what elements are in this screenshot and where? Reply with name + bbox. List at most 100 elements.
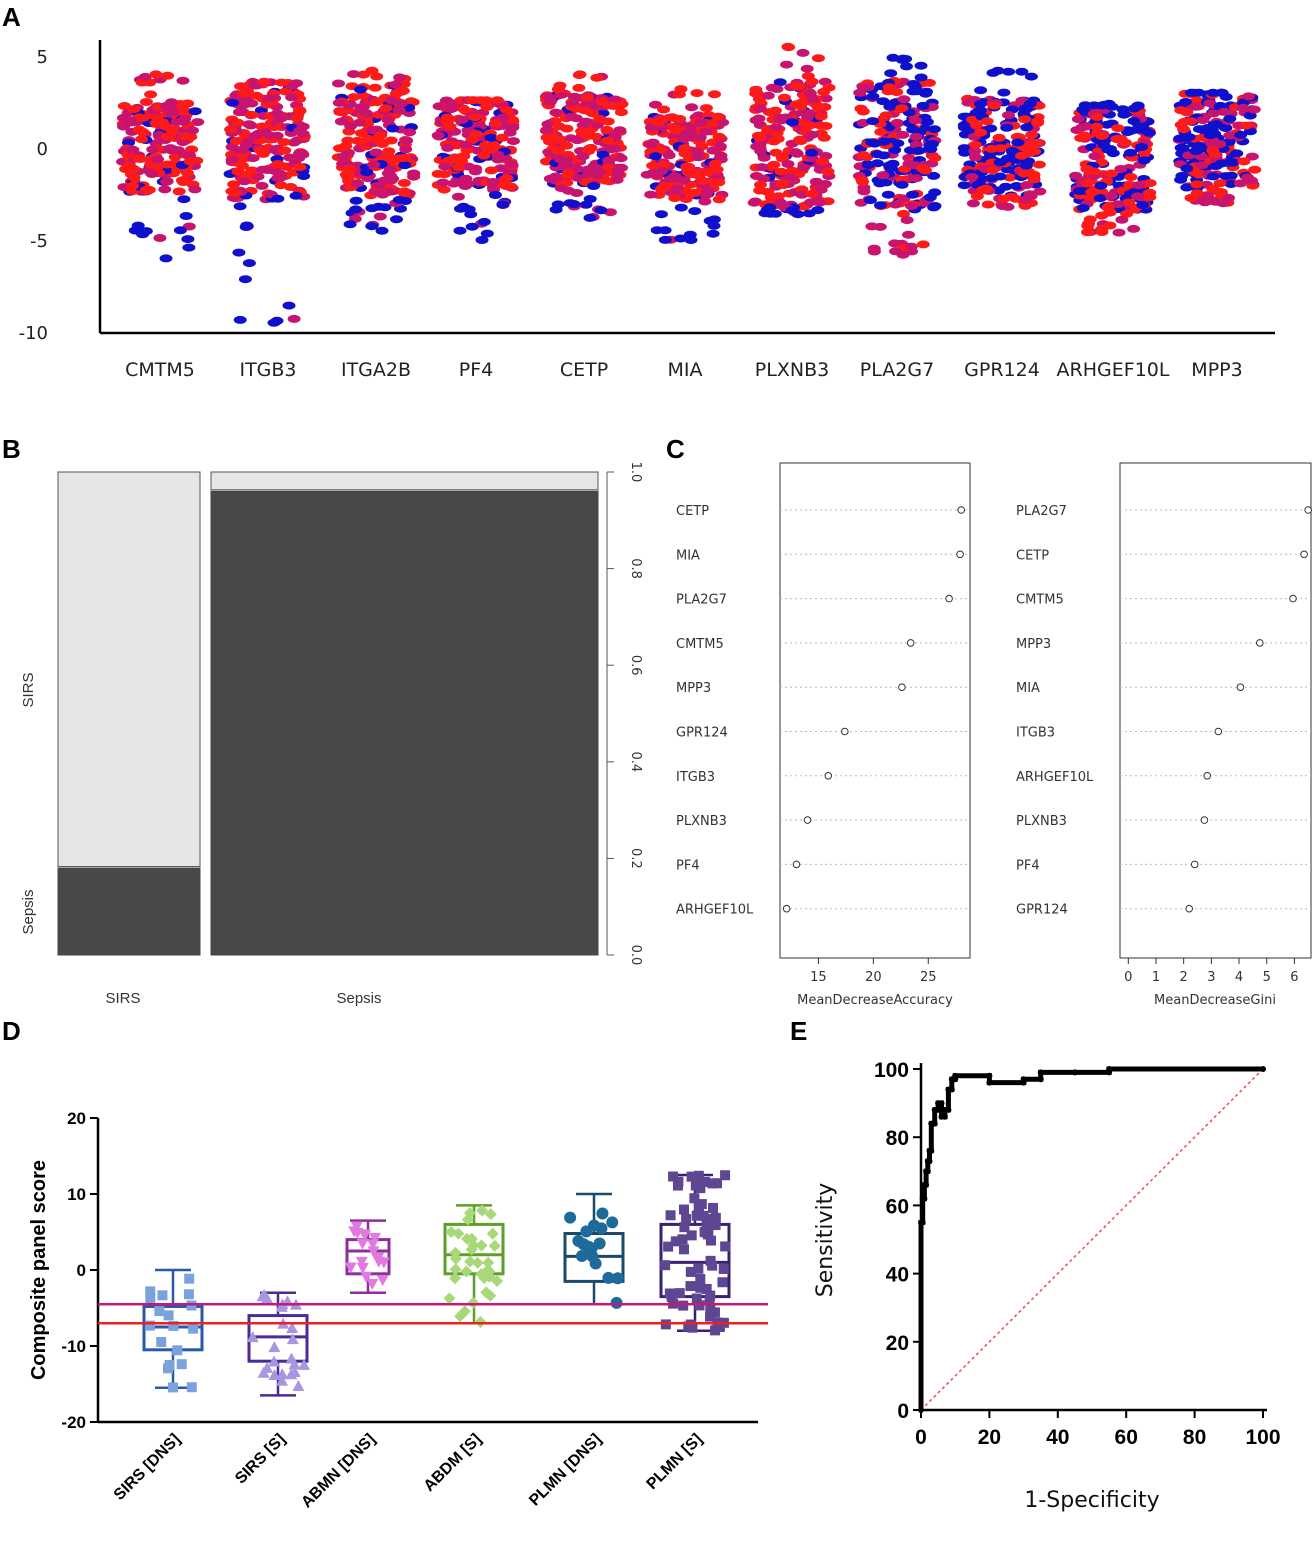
- panel-c-gene-label: ARHGEF10L: [676, 903, 754, 918]
- panel-a-point: [567, 92, 581, 101]
- panel-d-point: [678, 1300, 689, 1311]
- panel-d-point: [471, 1256, 484, 1269]
- panel-a-point: [1025, 130, 1039, 139]
- panel-c-gene-label: ITGB3: [676, 770, 715, 785]
- panel-a-point: [805, 154, 819, 163]
- panel-a-point: [927, 171, 941, 180]
- panel-a-gene-label: GPR124: [964, 359, 1040, 381]
- panel-a-point: [238, 275, 252, 284]
- panel-d-point: [701, 1283, 712, 1294]
- panel-a-point: [873, 179, 887, 188]
- panel-a-point: [172, 187, 186, 196]
- panel-a-point: [757, 174, 771, 183]
- panel-a-point: [684, 132, 698, 141]
- panel-e-roc-point: [1260, 1066, 1266, 1072]
- panel-a-point: [403, 128, 417, 137]
- panel-a-point: [569, 104, 583, 113]
- panel-a-point: [1082, 219, 1095, 228]
- panel-a-point: [431, 131, 445, 140]
- panel-a-point: [397, 154, 411, 162]
- panel-a-point: [905, 202, 918, 210]
- panel-a-point: [1015, 151, 1028, 160]
- panel-d-point: [720, 1241, 731, 1252]
- panel-a-point: [805, 189, 819, 198]
- panel-a-point: [649, 100, 662, 109]
- panel-a-point: [805, 130, 819, 139]
- panel-a-point: [1111, 124, 1125, 133]
- panel-a-point: [1120, 209, 1134, 218]
- panel-a-point: [590, 73, 604, 82]
- panel-a-point: [1075, 123, 1089, 132]
- panel-a-point: [644, 140, 658, 149]
- panel-a-point: [382, 147, 396, 156]
- panel-c-point: [1236, 683, 1245, 692]
- panel-d-point: [163, 1310, 174, 1321]
- panel-b-right-tick-label: 0.2: [628, 848, 643, 869]
- panel-a-point: [560, 157, 574, 166]
- panel-a-point: [714, 151, 728, 160]
- panel-c-gene-label: PLXNB3: [1016, 814, 1067, 829]
- panel-d-point: [665, 1210, 676, 1221]
- panel-a-point: [579, 117, 593, 126]
- panel-d-point: [256, 1290, 269, 1302]
- panel-a-point: [271, 194, 285, 203]
- panel-a-point: [817, 133, 831, 142]
- panel-a-point: [161, 71, 175, 80]
- panel-d-point: [701, 1219, 712, 1230]
- panel-a-point: [500, 174, 514, 183]
- panel-a-point: [899, 55, 913, 63]
- panel-c-gene-label: GPR124: [676, 726, 728, 741]
- panel-a-point: [1184, 193, 1198, 202]
- panel-a-point: [1216, 199, 1230, 208]
- panel-a-point: [505, 160, 519, 169]
- panel-a-point: [670, 184, 684, 193]
- panel-a-point: [368, 83, 382, 92]
- panel-a-point: [446, 101, 459, 110]
- panel-a-point: [785, 118, 799, 127]
- panel-a-point: [237, 89, 251, 98]
- panel-a-point: [768, 209, 782, 218]
- panel-e-roc-point: [1020, 1076, 1027, 1083]
- panel-d-y-tick-label: 0: [77, 1261, 86, 1280]
- panel-a-point: [543, 97, 557, 106]
- panel-d-point: [167, 1382, 178, 1393]
- panel-a-point: [1131, 125, 1145, 134]
- panel-a-point: [909, 132, 923, 141]
- panel-a-point: [1102, 99, 1116, 108]
- panel-a-point: [182, 243, 196, 252]
- panel-a-point: [495, 133, 509, 142]
- panel-a-point: [867, 244, 881, 253]
- panel-d-point: [145, 1293, 156, 1304]
- panel-a-point: [370, 98, 384, 107]
- panel-a-point: [293, 126, 307, 135]
- panel-a-point: [895, 180, 909, 189]
- panel-a-point: [227, 180, 241, 189]
- panel-a-point: [797, 163, 811, 172]
- panel-d-point: [154, 1306, 165, 1317]
- panel-a-point: [181, 99, 195, 108]
- panel-a-point: [866, 117, 880, 126]
- panel-a-point: [906, 125, 920, 134]
- panel-a-point: [811, 206, 825, 215]
- panel-a-point: [763, 203, 777, 212]
- panel-a-point: [1206, 109, 1220, 118]
- panel-a-point: [186, 126, 199, 135]
- panel-a-point: [1224, 180, 1238, 188]
- panel-a-point: [126, 145, 140, 154]
- panel-d-category-label: SIRS [DNS]: [111, 1431, 184, 1504]
- panel-a-point: [957, 123, 971, 132]
- panel-a-point: [1233, 179, 1247, 188]
- panel-a-point: [761, 91, 775, 100]
- panel-a-point: [552, 122, 566, 131]
- panel-a-point: [1095, 228, 1109, 236]
- panel-a-point: [1245, 152, 1259, 161]
- panel-a-point: [159, 254, 173, 263]
- panel-a-point: [754, 146, 768, 155]
- panel-a-point: [868, 139, 882, 148]
- panel-a-point: [543, 137, 557, 146]
- panel-a-point: [1085, 188, 1099, 196]
- panel-a-point: [1242, 92, 1256, 101]
- panel-c-gene-label: MPP3: [1016, 637, 1051, 652]
- panel-e-roc-point: [1071, 1069, 1078, 1076]
- panel-a-point: [916, 164, 929, 173]
